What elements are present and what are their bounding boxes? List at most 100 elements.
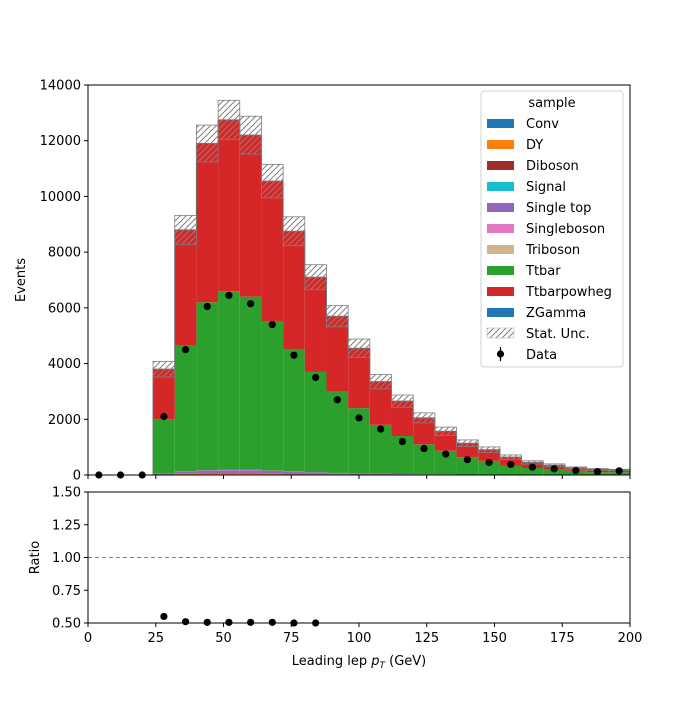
stat-unc-band — [326, 306, 348, 327]
data-point — [312, 374, 319, 381]
bar-ttbarpowheg — [218, 120, 240, 291]
legend-swatch — [487, 266, 514, 275]
bar-single-top — [240, 470, 262, 473]
main-y-axis-label: Events — [14, 258, 29, 302]
bar-ttbarpowheg — [305, 277, 327, 372]
ratio-point — [269, 619, 276, 626]
stat-unc-band — [348, 339, 370, 357]
data-point — [225, 292, 232, 299]
x-tick-label: 125 — [414, 631, 439, 646]
stat-unc-band — [435, 427, 457, 435]
data-point — [334, 396, 341, 403]
legend-label: Stat. Unc. — [526, 327, 590, 342]
stat-unc-band — [261, 164, 283, 197]
ratio-point — [225, 619, 232, 626]
stat-unc-band — [153, 361, 175, 377]
legend-label: Signal — [526, 180, 566, 195]
main-y-tick-label: 10000 — [40, 190, 81, 205]
bar-ttbar — [175, 345, 197, 471]
bar-diboson — [218, 473, 240, 474]
x-tick-label: 100 — [347, 631, 372, 646]
ratio-point — [182, 618, 189, 625]
ratio-plot-frame — [88, 492, 630, 623]
bar-diboson — [240, 473, 262, 474]
ratio-y-axis-label: Ratio — [28, 541, 43, 574]
x-tick-label: 25 — [147, 631, 164, 646]
legend-label: Conv — [526, 117, 559, 132]
stat-unc-band — [457, 440, 479, 447]
legend-label: ZGamma — [526, 306, 586, 321]
stat-unc-band — [500, 455, 522, 459]
legend-swatch — [487, 245, 514, 254]
bar-diboson — [196, 473, 218, 474]
data-point — [442, 451, 449, 458]
bar-ttbarpowheg — [326, 316, 348, 391]
ratio-y-tick-label: 0.50 — [52, 617, 81, 632]
data-point — [464, 456, 471, 463]
data-point — [551, 465, 558, 472]
legend-swatch — [487, 203, 514, 212]
bar-ttbar — [153, 419, 175, 473]
stat-unc-band — [392, 395, 414, 407]
legend-swatch — [487, 287, 514, 296]
data-point — [355, 414, 362, 421]
ratio-y-tick-label: 1.25 — [52, 518, 81, 533]
legend-swatch — [487, 224, 514, 233]
stat-unc-band — [283, 217, 305, 246]
data-point — [204, 303, 211, 310]
x-tick-label: 150 — [482, 631, 507, 646]
bar-single-top — [218, 470, 240, 473]
stat-unc-band — [196, 125, 218, 162]
main-y-tick-label: 14000 — [40, 79, 81, 94]
bar-single-top — [348, 474, 370, 475]
legend-swatch — [487, 119, 514, 128]
data-point — [290, 352, 297, 359]
data-point — [399, 438, 406, 445]
bar-ttbarpowheg — [283, 231, 305, 349]
legend-swatch — [487, 308, 514, 317]
main-y-tick-label: 6000 — [48, 301, 81, 316]
bar-ttbar — [305, 372, 327, 472]
bar-single-top — [196, 471, 218, 474]
data-point — [160, 413, 167, 420]
ratio-y-tick-label: 1.00 — [52, 551, 81, 566]
legend-label: DY — [526, 138, 543, 153]
data-point — [485, 459, 492, 466]
data-point — [529, 464, 536, 471]
legend-label: Ttbar — [525, 264, 561, 279]
legend-swatch — [487, 140, 514, 149]
main-x-ticks — [88, 475, 630, 479]
legend-swatch — [487, 182, 514, 191]
data-point — [182, 346, 189, 353]
bar-single-top — [305, 472, 327, 474]
main-y-tick-label: 8000 — [48, 246, 81, 261]
main-y-tick-label: 2000 — [48, 413, 81, 428]
bar-ttbarpowheg — [175, 230, 197, 346]
ratio-point — [160, 613, 167, 620]
data-point — [420, 445, 427, 452]
x-axis-label-var: p — [370, 654, 379, 669]
bar-ttbar — [283, 350, 305, 472]
x-tick-label: 175 — [550, 631, 575, 646]
data-point — [269, 321, 276, 328]
x-tick-label: 0 — [84, 631, 92, 646]
x-tick-label: 50 — [215, 631, 232, 646]
bar-single-top — [175, 472, 197, 474]
x-tick-label: 75 — [283, 631, 300, 646]
stat-unc-band — [175, 215, 197, 244]
stat-unc-band — [240, 116, 262, 154]
legend-label: Single top — [526, 201, 591, 216]
legend-label: Triboson — [525, 243, 580, 258]
legend-label: Ttbarpowheg — [525, 285, 612, 300]
bar-single-top — [283, 472, 305, 474]
bar-ttbarpowheg — [261, 181, 283, 322]
ratio-point — [204, 619, 211, 626]
bar-single-top — [370, 474, 392, 475]
legend-label: Singleboson — [526, 222, 605, 237]
bar-ttbarpowheg — [196, 144, 218, 303]
legend-label: Data — [526, 348, 557, 363]
legend-swatch — [487, 161, 514, 170]
